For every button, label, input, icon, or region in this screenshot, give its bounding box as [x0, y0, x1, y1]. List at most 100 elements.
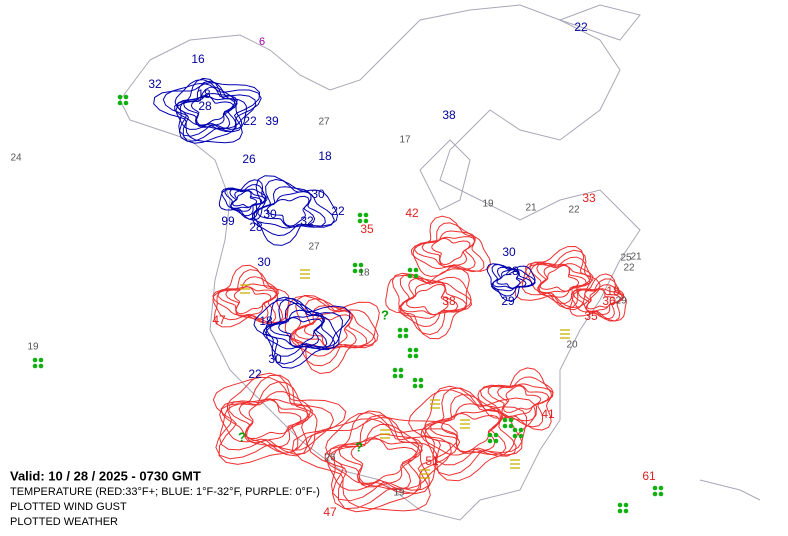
weather-dot	[418, 377, 424, 383]
contour-line	[219, 381, 308, 457]
weather-dot	[413, 347, 419, 353]
contour-line	[228, 398, 313, 448]
station-label: 22	[568, 205, 580, 216]
weather-dot	[412, 377, 418, 383]
station-label: 18	[259, 314, 273, 328]
station-label: 32	[148, 77, 162, 91]
contour-line	[325, 412, 452, 510]
weather-dot	[413, 353, 419, 359]
weather-dot	[363, 212, 369, 218]
station-label: 18	[606, 284, 620, 298]
contour-line	[326, 414, 431, 495]
contour-line	[399, 273, 473, 328]
weather-dot	[493, 432, 499, 438]
station-label: 39	[265, 114, 279, 128]
contours	[153, 77, 627, 513]
contour-line	[536, 262, 593, 298]
station-label: 61	[642, 469, 656, 483]
station-label: 19	[482, 199, 494, 210]
contour-line	[584, 288, 622, 313]
contour-line	[491, 263, 536, 297]
contour-line	[303, 314, 352, 349]
station-label: 32	[300, 214, 314, 228]
station-label: 30	[268, 352, 282, 366]
contour-line	[306, 418, 461, 513]
station-label: 28	[249, 220, 263, 234]
contour-line	[525, 256, 592, 309]
weather-dot	[117, 100, 123, 106]
weather-dot	[518, 427, 524, 433]
station-label: 30	[502, 245, 516, 259]
station-label: 22	[623, 263, 635, 274]
weather-dot	[502, 417, 508, 423]
weather-dot	[38, 357, 44, 363]
contour-line	[221, 184, 267, 220]
contour-line	[183, 95, 238, 128]
contour-line	[291, 417, 458, 512]
weather-dot	[403, 327, 409, 333]
station-label: 22	[574, 20, 588, 34]
weather-dot	[413, 273, 419, 279]
weather-dot	[518, 433, 524, 439]
contour-line	[486, 263, 536, 302]
station-label: 27	[308, 242, 320, 253]
weather-dot	[617, 502, 623, 508]
weather-dot	[357, 212, 363, 218]
station-label: 38	[442, 108, 456, 122]
weather-dot	[407, 267, 413, 273]
weather-dot	[413, 267, 419, 273]
weather-dot	[502, 423, 508, 429]
contour-line	[350, 437, 417, 485]
weather-symbol: ?	[238, 429, 246, 444]
weather-dot	[403, 333, 409, 339]
contour-line	[529, 261, 594, 304]
contour-line	[174, 79, 257, 142]
weather-dot	[352, 262, 358, 268]
station-label: 16	[191, 52, 205, 66]
contour-line	[266, 195, 310, 227]
weather-dot	[32, 357, 38, 363]
weather-dot	[512, 427, 518, 433]
contour-line	[190, 95, 234, 127]
station-label: 21	[525, 203, 537, 214]
contour-line	[162, 82, 262, 144]
contour-line	[224, 187, 268, 217]
contour-line	[233, 286, 272, 315]
contour-line	[219, 374, 318, 455]
station-label: 25	[620, 253, 632, 264]
station-label: 24	[10, 153, 22, 164]
weather-dot	[407, 347, 413, 353]
contour-line	[212, 269, 284, 325]
contour-line	[244, 398, 302, 440]
weather-markers	[32, 94, 664, 514]
contour-line	[225, 286, 278, 318]
station-label: 42	[405, 206, 419, 220]
contour-line	[262, 302, 336, 351]
valid-time: Valid: 10 / 28 / 2025 - 0730 GMT	[10, 468, 201, 483]
station-label: 22	[248, 367, 262, 381]
station-label: 33	[582, 191, 596, 205]
weather-symbol: ?	[355, 439, 363, 454]
contour-line	[217, 283, 279, 320]
weather-dot	[508, 417, 514, 423]
station-label: 30	[263, 207, 277, 221]
station-label: 35	[360, 222, 374, 236]
contour-line	[577, 288, 625, 316]
station-label: 18	[197, 87, 211, 101]
weather-dot	[357, 218, 363, 224]
weather-dot	[352, 268, 358, 274]
station-label: 28	[505, 264, 519, 278]
station-label: 19	[393, 488, 405, 499]
contour-line	[293, 294, 379, 367]
contour-line	[278, 317, 323, 348]
station-label: 51	[425, 454, 439, 468]
legend-entry: PLOTTED WEATHER	[10, 516, 118, 528]
contour-line	[412, 215, 492, 278]
weather-dot	[487, 438, 493, 444]
station-label: 22	[331, 204, 345, 218]
station-label: 41	[541, 407, 555, 421]
station-label: 21	[630, 252, 642, 263]
station-label: 29	[615, 296, 627, 307]
weather-dot	[392, 373, 398, 379]
